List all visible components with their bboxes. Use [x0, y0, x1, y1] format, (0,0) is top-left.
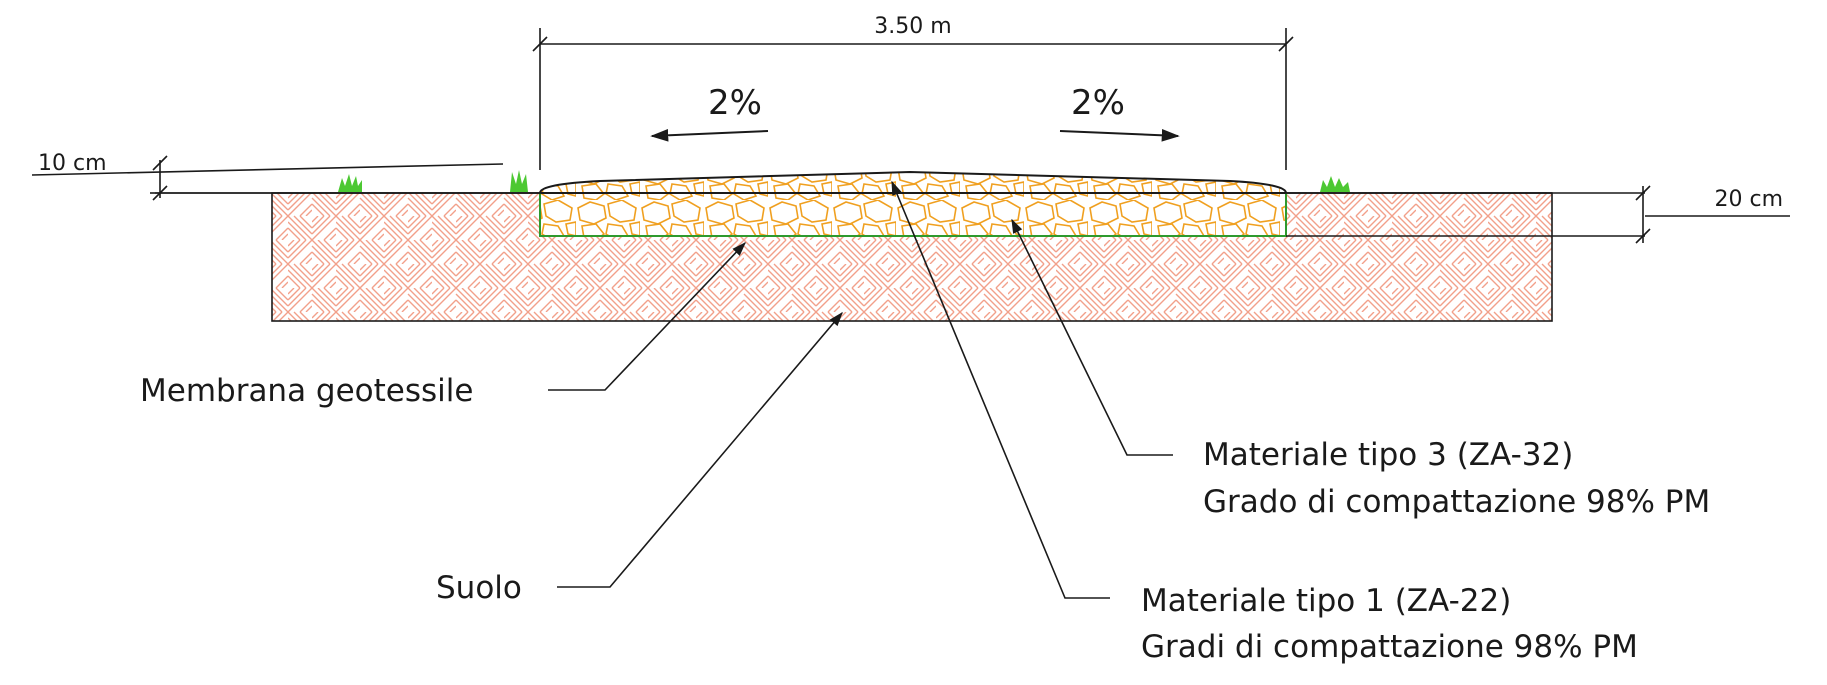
slope-label-left: 2%: [708, 83, 762, 123]
slope-label-right: 2%: [1071, 83, 1125, 123]
right-height-dimension: [1552, 185, 1790, 244]
geotextile-membrane: [539, 193, 1287, 237]
callout-material1-line2: Gradi di compattazione 98% PM: [1141, 629, 1638, 665]
left-height-dimension: [31, 155, 504, 201]
callout-material1-line1: Materiale tipo 1 (ZA-22): [1141, 583, 1511, 619]
surface-course-material-type-3: [538, 170, 1288, 194]
right-height-label: 20 cm: [1714, 187, 1783, 212]
slope-arrow-right: [1059, 129, 1180, 142]
left-height-label: 10 cm: [38, 151, 107, 176]
callout-geotextile: Membrana geotessile: [140, 373, 473, 409]
callout-material3-line2: Grado di compattazione 98% PM: [1203, 484, 1710, 520]
width-dimension-label: 3.50 m: [874, 14, 951, 39]
callout-soil: Suolo: [436, 570, 522, 606]
width-dimension: [532, 28, 1294, 170]
grass-tuft-icon: [338, 170, 1350, 192]
slope-arrow-left: [650, 129, 769, 142]
leader-lines: [548, 180, 1173, 599]
base-course-material-type-1: [540, 193, 1286, 236]
callout-material3-line1: Materiale tipo 3 (ZA-32): [1203, 437, 1573, 473]
